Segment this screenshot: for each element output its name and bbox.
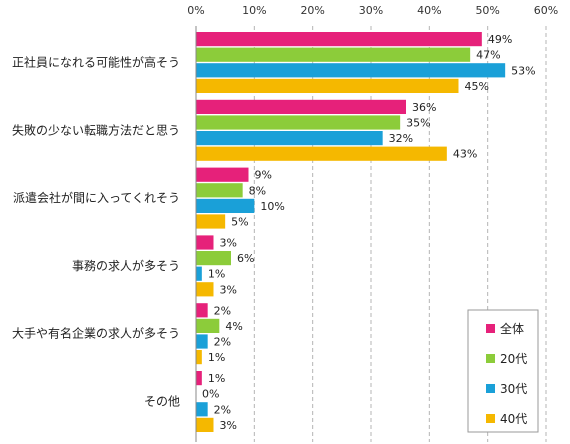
x-tick-label: 30%	[359, 4, 383, 17]
data-label: 3%	[220, 237, 237, 250]
bar	[196, 47, 471, 62]
bar	[196, 146, 447, 161]
x-tick-label: 50%	[475, 4, 499, 17]
data-label: 3%	[220, 283, 237, 296]
category-label: 事務の求人が多そう	[72, 258, 180, 273]
category-groups: 正社員になれる可能性が高そう 49% 47% 53% 45% 失敗の少ない転職方法だと思う…	[12, 32, 536, 432]
data-label: 36%	[412, 101, 436, 114]
bar	[196, 183, 243, 198]
bar	[196, 63, 506, 78]
legend-swatch	[486, 384, 495, 393]
legend-swatch	[486, 324, 495, 333]
data-label: 3%	[220, 419, 237, 432]
x-tick-label: 10%	[242, 4, 266, 17]
data-label: 47%	[476, 49, 500, 62]
data-label: 2%	[214, 336, 231, 349]
legend-box	[467, 309, 539, 433]
category-group: 正社員になれる可能性が高そう 49% 47% 53% 45%	[12, 32, 536, 93]
category-group: その他 1% 0% 2% 3%	[144, 371, 237, 432]
bar	[196, 350, 202, 365]
bar	[196, 251, 231, 266]
legend-label: 30代	[500, 382, 527, 396]
data-label: 5%	[231, 216, 248, 229]
x-tick-label: 40%	[417, 4, 441, 17]
legend: 全体 20代 30代 40代	[467, 309, 539, 433]
data-label: 1%	[208, 268, 225, 281]
bar	[196, 131, 383, 146]
category-label: 正社員になれる可能性が高そう	[12, 55, 180, 70]
bar	[196, 303, 208, 318]
bar	[196, 78, 459, 93]
bar	[196, 198, 255, 213]
category-label: その他	[144, 395, 180, 409]
legend-swatch	[486, 354, 495, 363]
category-label: 大手や有名企業の求人が多そう	[12, 326, 180, 341]
bar	[196, 371, 202, 386]
category-group: 失敗の少ない転職方法だと思う 36% 35% 32% 43%	[12, 99, 477, 161]
data-label: 4%	[225, 320, 242, 333]
legend-label: 全体	[500, 321, 524, 336]
data-label: 53%	[511, 64, 535, 77]
legend-label: 20代	[500, 352, 527, 366]
data-label: 35%	[406, 117, 430, 130]
data-label: 32%	[389, 132, 413, 145]
category-group: 派遣会社が間に入ってくれそう 9% 8% 10% 5%	[13, 167, 285, 229]
bar	[196, 214, 226, 229]
category-label: 失敗の少ない転職方法だと思う	[12, 122, 180, 137]
data-label: 1%	[208, 351, 225, 364]
bar	[196, 266, 202, 281]
data-label: 45%	[465, 80, 489, 93]
bar	[196, 167, 249, 182]
bar	[196, 334, 208, 349]
legend-swatch	[486, 414, 495, 423]
x-tick-label: 0%	[187, 4, 204, 17]
category-label: 派遣会社が間に入ってくれそう	[13, 190, 180, 205]
data-label: 1%	[208, 372, 225, 385]
x-tick-label: 20%	[300, 4, 324, 17]
bar	[196, 32, 482, 47]
data-label: 0%	[202, 388, 219, 401]
data-label: 6%	[237, 252, 254, 265]
data-label: 9%	[255, 169, 272, 182]
data-label: 2%	[214, 403, 231, 416]
bar	[196, 417, 214, 432]
category-group: 大手や有名企業の求人が多そう 2% 4% 2% 1%	[12, 303, 243, 365]
data-label: 10%	[260, 200, 284, 213]
bar	[196, 235, 214, 250]
legend-label: 40代	[500, 412, 527, 426]
x-tick-label: 60%	[534, 4, 558, 17]
data-label: 8%	[249, 184, 266, 197]
x-axis-ticks: 0% 10% 20% 30% 40% 50% 60%	[187, 4, 558, 17]
bar	[196, 402, 208, 417]
data-label: 43%	[453, 148, 477, 161]
bar	[196, 318, 220, 333]
bar	[196, 115, 401, 130]
bar	[196, 282, 214, 297]
data-label: 49%	[488, 33, 512, 46]
bar	[196, 99, 406, 114]
data-label: 2%	[214, 304, 231, 317]
